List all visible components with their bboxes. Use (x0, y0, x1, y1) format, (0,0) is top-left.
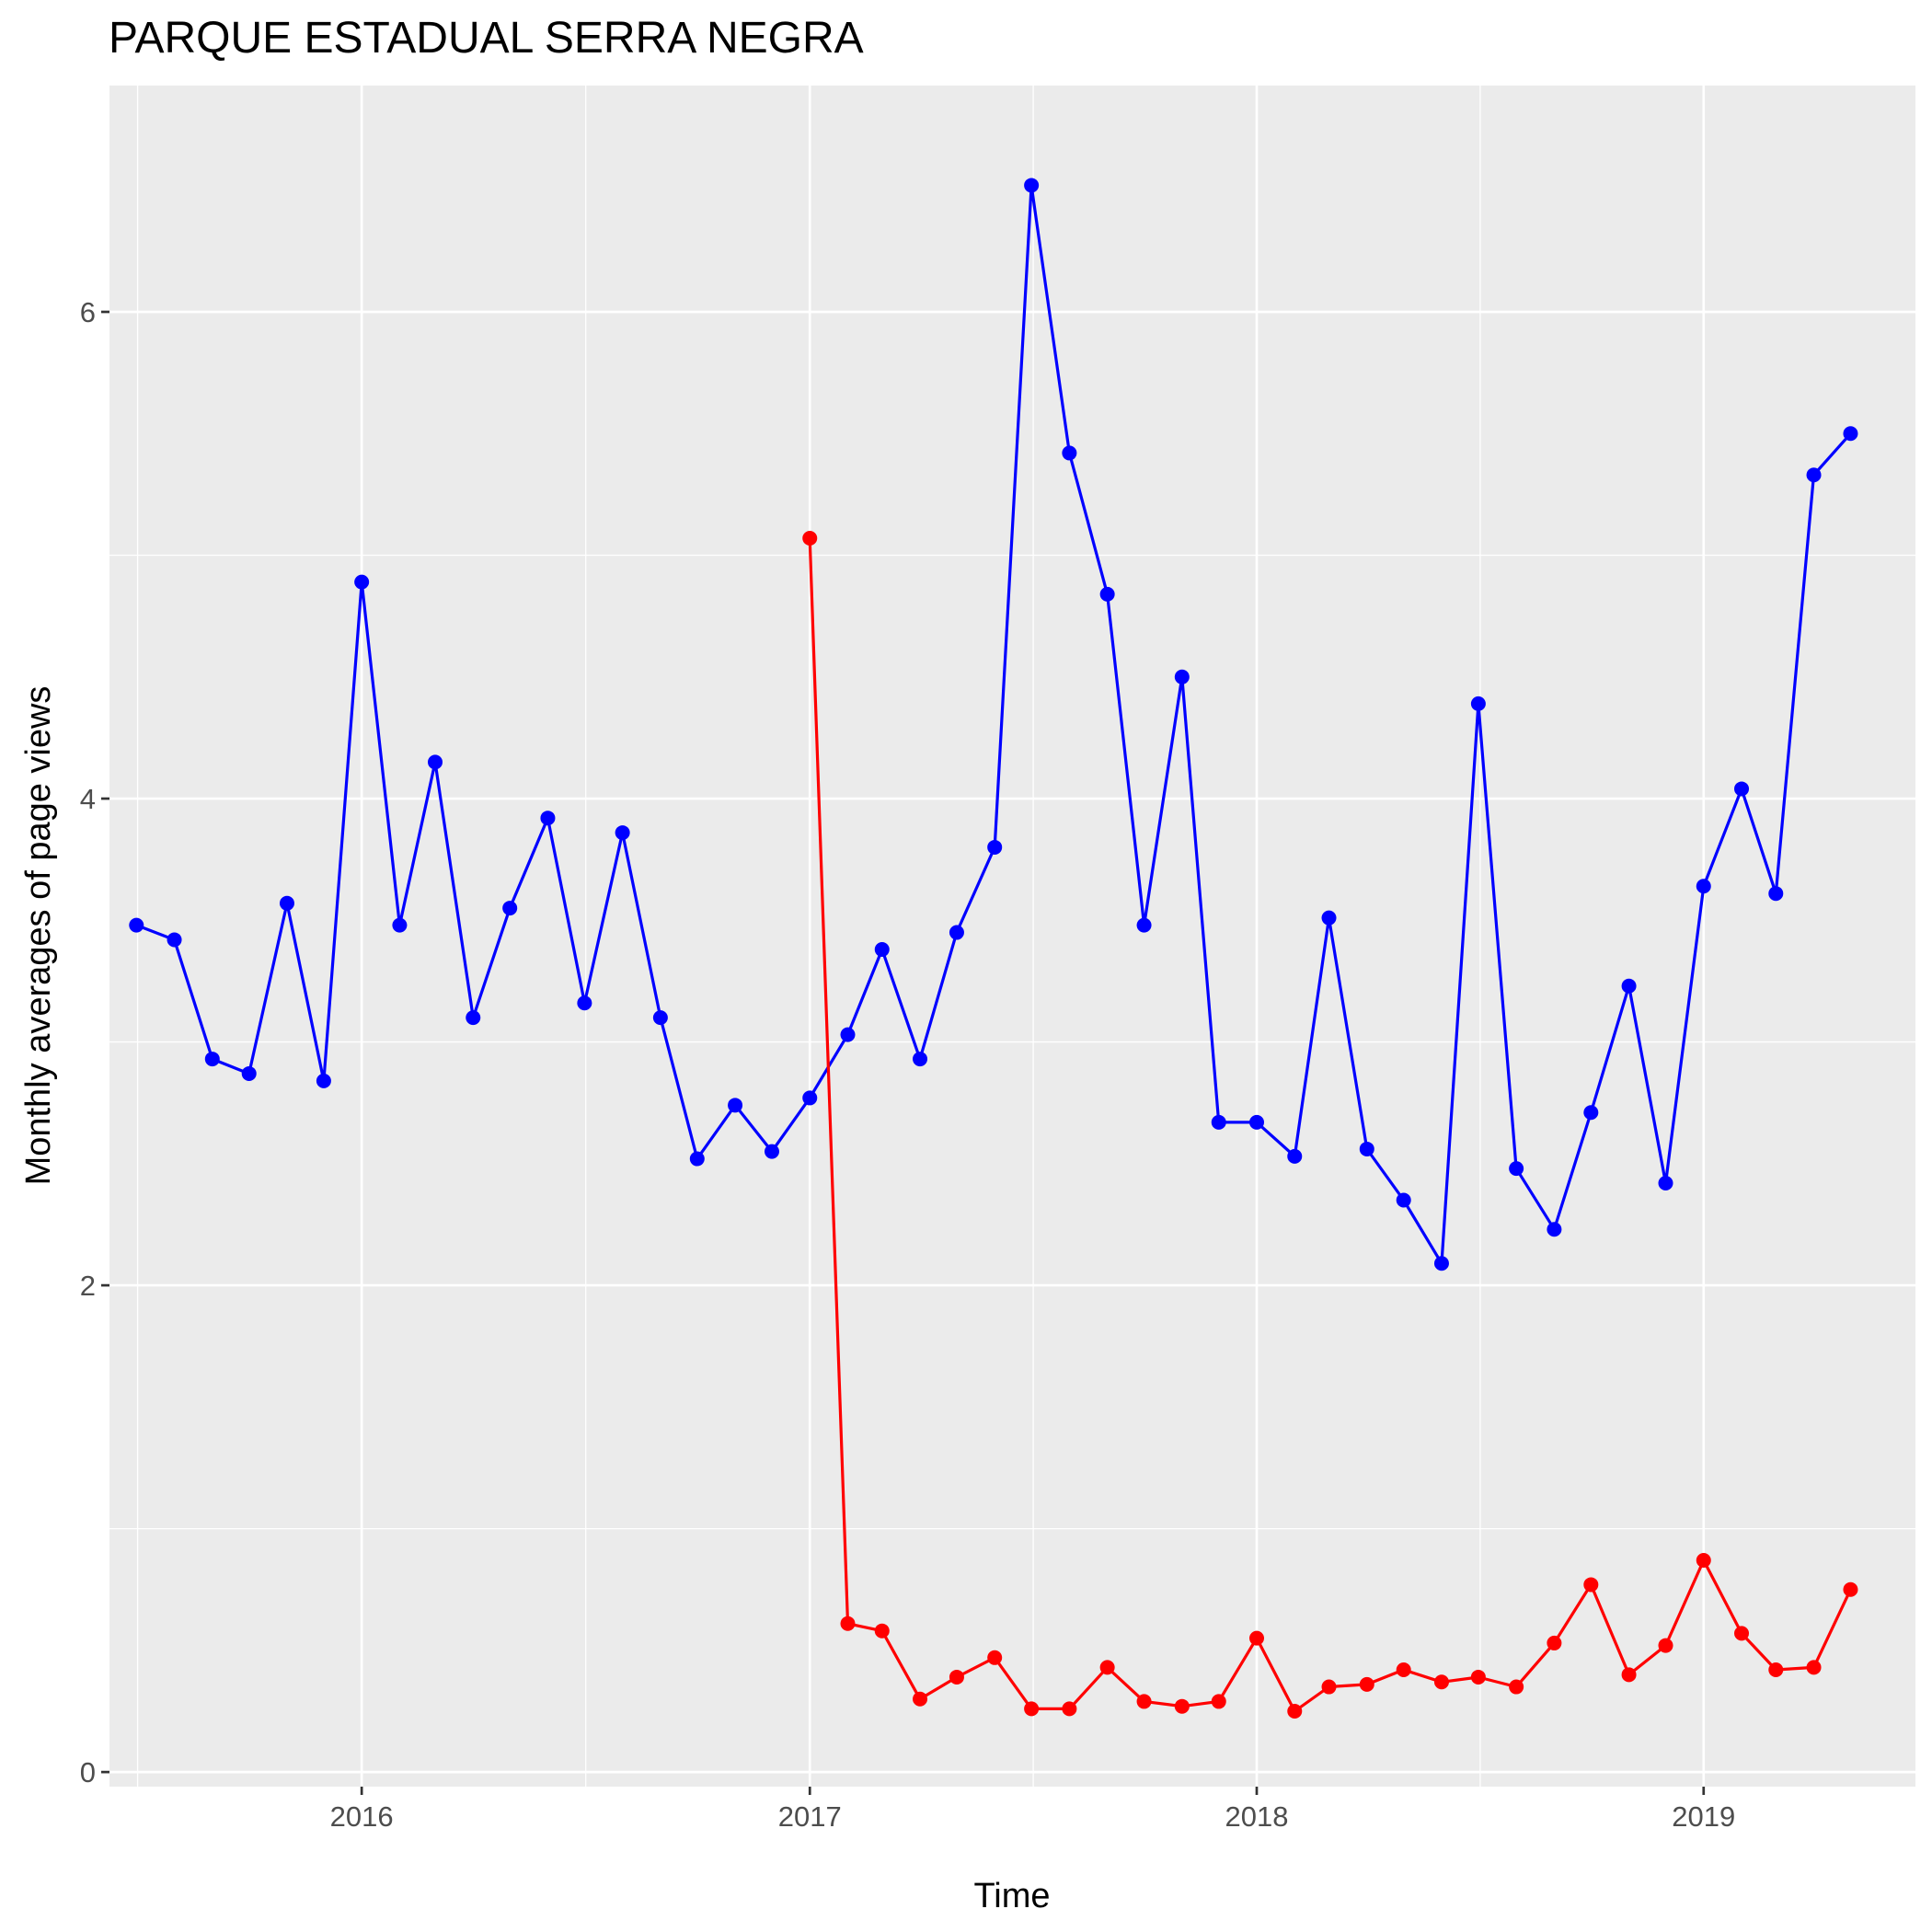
data-point (689, 1151, 705, 1167)
data-point (1433, 1674, 1449, 1690)
data-point (1024, 178, 1040, 193)
y-tick-label: 6 (80, 296, 96, 328)
grid-minor (109, 86, 1915, 1787)
data-point (354, 574, 370, 590)
data-point (129, 917, 144, 933)
data-point (913, 1052, 928, 1067)
chart-title: PARQUE ESTADUAL SERRA NEGRA (109, 14, 864, 63)
data-point (1658, 1175, 1673, 1190)
data-point (1136, 917, 1152, 933)
data-point (1509, 1679, 1524, 1695)
data-point (1696, 1552, 1711, 1568)
data-point (1321, 1679, 1337, 1695)
data-point (1136, 1694, 1152, 1709)
data-point (241, 1065, 257, 1081)
data-point (874, 1623, 890, 1639)
data-point (802, 1090, 818, 1106)
data-point (1211, 1114, 1226, 1130)
data-point (204, 1052, 220, 1067)
data-point (1470, 696, 1486, 711)
data-point (1396, 1662, 1411, 1678)
data-point (874, 942, 890, 958)
data-point (1768, 1662, 1784, 1678)
data-point (1249, 1630, 1265, 1646)
data-point (1359, 1141, 1374, 1156)
data-point (1583, 1577, 1599, 1593)
data-point (1211, 1694, 1226, 1709)
x-tick-label: 2016 (330, 1800, 394, 1833)
data-point (1249, 1114, 1265, 1130)
grid-major (109, 86, 1915, 1787)
data-point (840, 1027, 856, 1042)
data-point (840, 1616, 856, 1631)
data-point (1062, 1701, 1077, 1717)
data-point (1287, 1703, 1303, 1719)
y-tick-label: 0 (80, 1756, 96, 1788)
data-point (392, 917, 408, 933)
data-point (1099, 1660, 1115, 1675)
data-point (1287, 1148, 1303, 1164)
data-point (1359, 1676, 1374, 1692)
data-point (949, 925, 964, 940)
series-layer (129, 178, 1858, 1719)
data-point (1024, 1701, 1040, 1717)
data-point (1509, 1161, 1524, 1177)
data-point (1470, 1669, 1486, 1685)
data-point (1547, 1635, 1562, 1650)
data-point (1806, 1660, 1822, 1675)
data-point (1658, 1638, 1673, 1653)
data-point (652, 1010, 668, 1026)
data-point (1099, 586, 1115, 602)
data-point (913, 1691, 928, 1707)
data-point (466, 1010, 481, 1026)
data-point (615, 825, 630, 841)
y-tick-label: 4 (80, 783, 96, 815)
data-point (1321, 910, 1337, 926)
data-point (987, 1650, 1003, 1665)
data-point (1768, 886, 1784, 902)
data-point (1843, 1581, 1858, 1597)
data-point (1734, 1626, 1750, 1641)
data-point (1621, 1667, 1637, 1683)
x-tick-label: 2018 (1225, 1800, 1289, 1833)
data-point (1734, 781, 1750, 797)
data-point (316, 1073, 331, 1088)
data-point (1547, 1222, 1562, 1237)
y-axis-title: Monthly averages of page views (19, 686, 58, 1186)
x-axis-title: Time (973, 1877, 1050, 1915)
data-point (802, 531, 818, 546)
data-point (728, 1098, 743, 1113)
data-point (502, 901, 518, 916)
data-point (987, 839, 1003, 855)
data-point (1806, 467, 1822, 483)
data-point (1433, 1256, 1449, 1271)
data-point (1583, 1105, 1599, 1121)
plot-panel (109, 86, 1915, 1787)
data-point (167, 932, 182, 948)
data-point (540, 811, 556, 826)
data-point (1696, 879, 1711, 894)
data-point (1174, 1698, 1190, 1714)
y-tick-label: 2 (80, 1270, 96, 1302)
data-point (1396, 1192, 1411, 1208)
data-point (577, 995, 592, 1011)
data-point (428, 754, 443, 770)
x-tick-label: 2019 (1672, 1800, 1735, 1833)
data-point (1174, 669, 1190, 684)
data-point (764, 1144, 779, 1159)
axis-ticks: 0 2 4 6 2016 2017 2018 2019 (80, 296, 1735, 1833)
data-point (1621, 978, 1637, 994)
data-point (1843, 426, 1858, 442)
data-point (949, 1669, 964, 1685)
data-point (279, 895, 294, 911)
x-tick-label: 2017 (778, 1800, 842, 1833)
data-point (1062, 445, 1077, 461)
